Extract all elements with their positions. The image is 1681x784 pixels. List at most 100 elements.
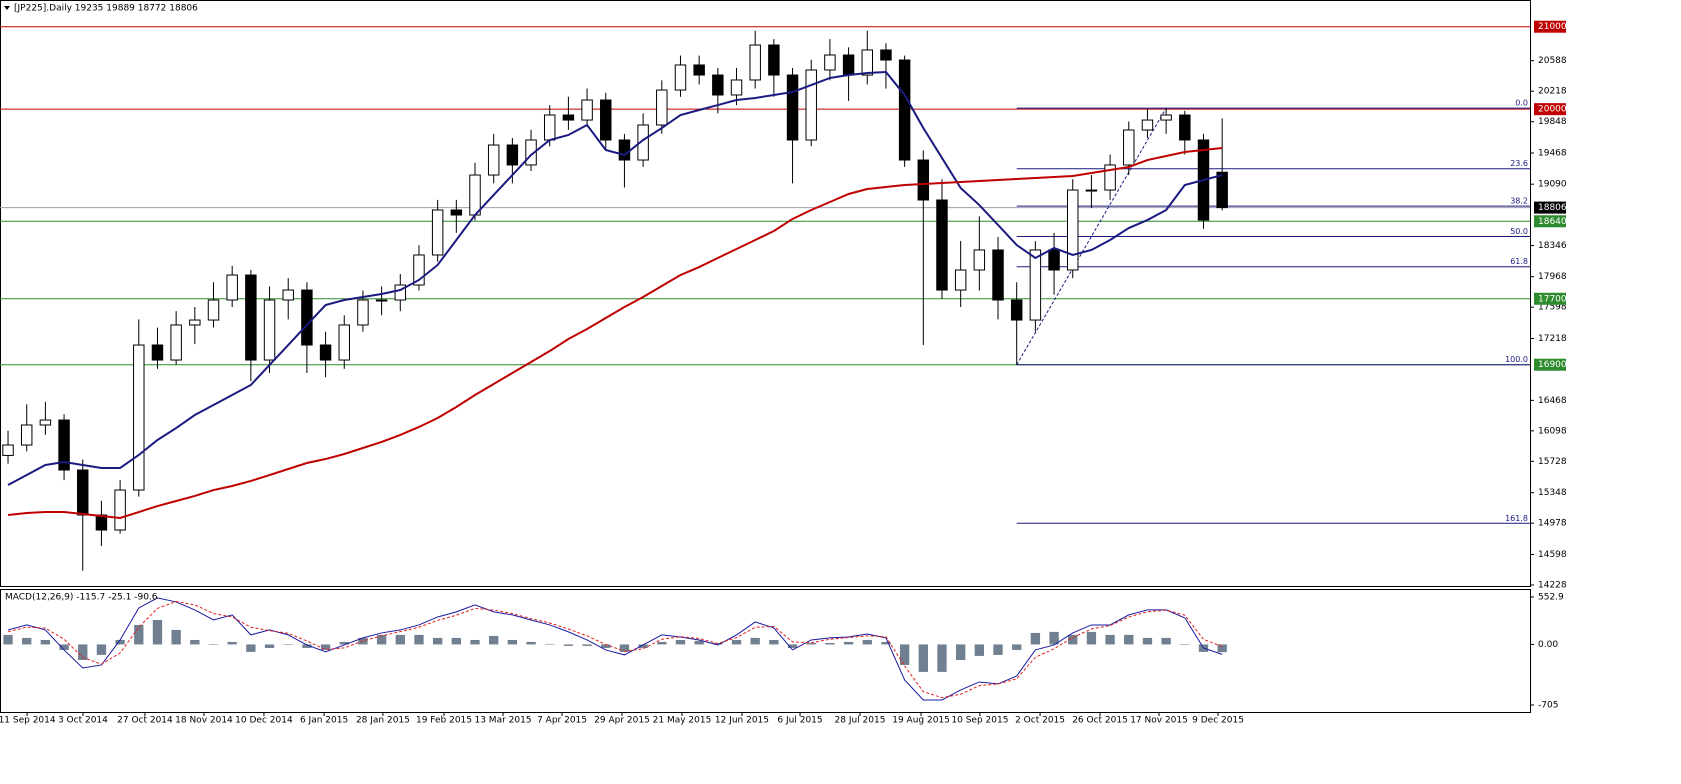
macd-histogram xyxy=(302,644,312,648)
x-tick-label: 12 Jun 2015 xyxy=(715,716,769,726)
fib-label: 100.0 xyxy=(1505,355,1528,364)
candle-body xyxy=(207,299,220,321)
macd-histogram xyxy=(881,641,891,645)
candle-body xyxy=(319,344,332,361)
candle-body xyxy=(151,344,164,361)
x-tick-label: 19 Feb 2015 xyxy=(416,716,472,726)
x-tick-label: 2 Oct 2015 xyxy=(1015,716,1065,726)
level-label: 18640 xyxy=(1538,217,1567,227)
candle-body xyxy=(133,344,145,491)
candle-body xyxy=(375,299,388,302)
y-tick-label: 17218 xyxy=(1538,334,1567,344)
macd-main xyxy=(7,597,1223,701)
macd-histogram xyxy=(1105,634,1115,645)
candle-body xyxy=(1160,114,1172,121)
y-tick-label: 14598 xyxy=(1538,550,1567,560)
candle-body xyxy=(824,54,836,71)
macd-histogram xyxy=(1217,644,1227,653)
macd-histogram xyxy=(339,641,349,645)
macd-histogram xyxy=(638,644,648,648)
candle-body xyxy=(114,489,126,531)
candle-body xyxy=(58,419,70,471)
fib-label: 61.8 xyxy=(1510,257,1528,266)
macd-histogram xyxy=(320,644,331,650)
candle-body xyxy=(562,114,575,121)
candle-body xyxy=(469,174,481,216)
candle-body xyxy=(1104,164,1116,191)
x-tick-label: 10 Sep 2015 xyxy=(951,716,1008,726)
macd-histogram xyxy=(283,644,293,645)
y-tick-label: 17598 xyxy=(1538,303,1567,313)
macd-histogram xyxy=(1124,634,1134,645)
candle-body xyxy=(189,319,201,326)
candle-body xyxy=(487,144,500,176)
macd-histogram xyxy=(395,634,405,645)
candle-body xyxy=(954,269,967,291)
y-tick-label: 19090 xyxy=(1538,180,1567,190)
level-box xyxy=(1534,358,1566,371)
candle-body xyxy=(338,324,350,361)
macd-histogram xyxy=(657,641,667,645)
candle-body xyxy=(1067,189,1079,271)
macd-histogram xyxy=(974,644,985,656)
candle-body xyxy=(842,54,855,76)
candle-body xyxy=(525,139,537,166)
macd-histogram xyxy=(750,637,760,645)
candle-body xyxy=(77,469,89,516)
fib-label: 23.6 xyxy=(1510,159,1528,168)
candle-body xyxy=(749,44,761,81)
candle-body xyxy=(1216,171,1228,209)
macd-histogram xyxy=(787,644,798,648)
macd-histogram xyxy=(694,640,704,645)
x-tick-label: 10 Dec 2014 xyxy=(235,716,293,726)
y-tick-label: 16468 xyxy=(1538,396,1567,406)
candle-body xyxy=(973,249,986,271)
candle-body xyxy=(712,74,724,96)
candle-body xyxy=(730,79,743,96)
y-tick-label: 18346 xyxy=(1538,241,1567,251)
macd-histogram xyxy=(414,634,424,645)
candle-body xyxy=(2,444,14,456)
macd-histogram xyxy=(1030,632,1041,645)
macd-histogram xyxy=(190,639,200,645)
macd-histogram xyxy=(1012,644,1022,650)
level-label: 17700 xyxy=(1538,294,1567,304)
candle-body xyxy=(805,69,817,141)
candle-body xyxy=(357,299,369,326)
level-box xyxy=(1534,103,1566,116)
fib-trend xyxy=(1016,107,1167,365)
candle-body xyxy=(581,99,593,121)
candle-body xyxy=(245,274,257,361)
y-tick-label: 19848 xyxy=(1538,117,1567,127)
macd-histogram xyxy=(489,635,499,645)
fib-label: 38.2 xyxy=(1510,197,1528,206)
x-tick-label: 27 Oct 2014 xyxy=(117,716,173,726)
macd-histogram xyxy=(955,644,966,660)
macd-histogram xyxy=(731,639,742,645)
y-tick-label: 17968 xyxy=(1538,272,1567,282)
level-label: 16900 xyxy=(1538,360,1567,370)
candle-body xyxy=(394,284,407,301)
level-label: 18806 xyxy=(1538,203,1567,213)
macd-histogram xyxy=(843,641,854,645)
fib-label: 161.8 xyxy=(1505,514,1528,523)
macd-histogram xyxy=(1086,631,1097,645)
chart-title: [JP225].Daily 19235 19889 18772 18806 xyxy=(14,4,198,14)
macd-histogram xyxy=(1161,637,1171,645)
level-box xyxy=(1534,292,1566,305)
macd-histogram xyxy=(376,634,387,645)
fib-label: 50.0 xyxy=(1510,227,1528,236)
macd-histogram xyxy=(563,644,574,646)
macd-histogram xyxy=(432,637,443,645)
x-tick-label: 13 Mar 2015 xyxy=(474,716,531,726)
candle-body xyxy=(656,89,668,126)
candle-body xyxy=(917,159,930,201)
candle-body xyxy=(450,209,463,216)
macd-histogram xyxy=(937,644,947,672)
level-label: 20000 xyxy=(1538,105,1567,115)
x-tick-label: 28 Jul 2015 xyxy=(835,716,886,726)
level-box xyxy=(1534,20,1566,33)
candle-body xyxy=(992,249,1004,301)
candle-body xyxy=(39,419,52,426)
